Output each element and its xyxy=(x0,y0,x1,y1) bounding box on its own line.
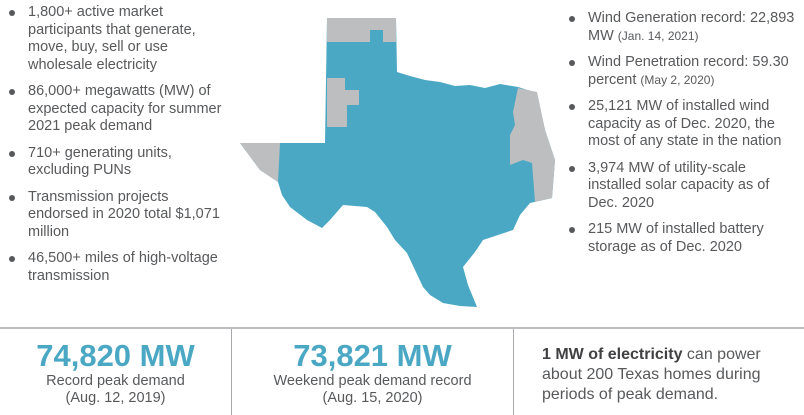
fact-item: Wind Penetration record: 59.30 percent (… xyxy=(566,54,801,89)
weekend-peak-stat: 73,821 MW Weekend peak demand record (Au… xyxy=(232,329,514,415)
stat-label: Weekend peak demand record xyxy=(273,373,472,389)
fact-item: 86,000+ megawatts (MW) of expected capac… xyxy=(6,83,231,136)
fact-item: 3,974 MW of utility-scale installed sola… xyxy=(566,160,801,213)
fact-item: 710+ generating units, excluding PUNs xyxy=(6,145,231,180)
non-ercot-panhandle xyxy=(327,18,396,42)
non-ercot-west-panhandle xyxy=(327,78,359,127)
stat-value: 73,821 MW xyxy=(293,338,452,373)
fact-item: 25,121 MW of installed wind capacity as … xyxy=(566,98,801,151)
ercot-region xyxy=(240,18,555,307)
stat-label: Record peak demand xyxy=(46,373,185,389)
stats-bar: 74,820 MW Record peak demand (Aug. 12, 2… xyxy=(0,327,804,415)
stat-value: 74,820 MW xyxy=(36,338,195,373)
fact-item: Transmission projects endorsed in 2020 t… xyxy=(6,189,231,242)
texas-ercot-map xyxy=(240,18,555,307)
non-ercot-el-paso xyxy=(240,143,280,182)
right-facts-list: Wind Generation record: 22,893 MW (Jan. … xyxy=(566,10,801,265)
non-ercot-east xyxy=(510,88,555,202)
fact-item: 215 MW of installed battery storage as o… xyxy=(566,221,801,256)
fact-item: Wind Generation record: 22,893 MW (Jan. … xyxy=(566,10,801,45)
record-peak-stat: 74,820 MW Record peak demand (Aug. 12, 2… xyxy=(0,329,232,415)
homes-powered-note: 1 MW of electricity can power about 200 … xyxy=(542,346,761,403)
stat-date: (Aug. 12, 2019) xyxy=(65,390,166,406)
left-facts-list: 1,800+ active market participants that g… xyxy=(6,4,231,294)
fact-item: 1,800+ active market participants that g… xyxy=(6,4,231,74)
stat-date: (Aug. 15, 2020) xyxy=(322,390,423,406)
fact-item: 46,500+ miles of high-voltage transmissi… xyxy=(6,250,231,285)
